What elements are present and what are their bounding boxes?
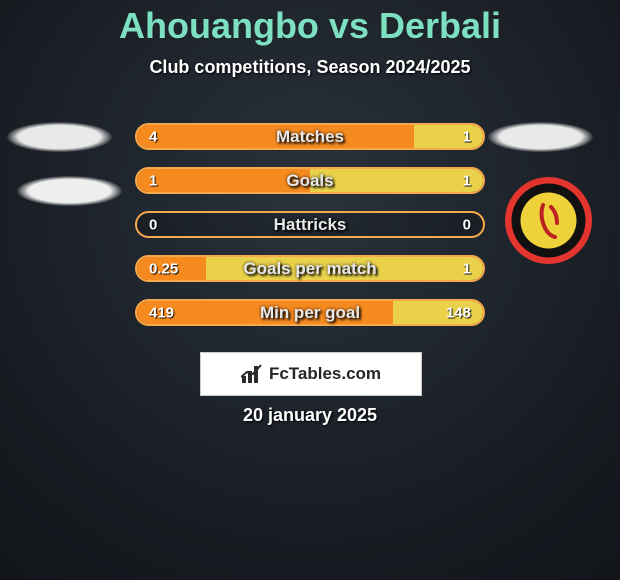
stats-container: Matches 4 1 Goals 1 1 Hattricks 0 0 Goals per mat… [135, 123, 485, 343]
stat-row: Goals per match 0.25 1 [135, 255, 485, 282]
stat-label: Min per goal [260, 303, 360, 323]
stat-value-left: 0 [149, 216, 157, 233]
stat-fill-right [310, 169, 483, 192]
stat-fill-left [137, 169, 310, 192]
stat-value-left: 4 [149, 128, 157, 145]
stat-value-left: 419 [149, 304, 174, 321]
brand-text: FcTables.com [269, 364, 381, 384]
stat-row: Hattricks 0 0 [135, 211, 485, 238]
stat-label: Goals per match [243, 259, 376, 279]
stat-value-right: 1 [463, 260, 471, 277]
player2-club-badge [505, 177, 592, 264]
comparison-subtitle: Club competitions, Season 2024/2025 [0, 57, 620, 78]
stat-row: Goals 1 1 [135, 167, 485, 194]
stat-value-right: 1 [463, 172, 471, 189]
stat-value-right: 148 [446, 304, 471, 321]
stat-value-right: 1 [463, 128, 471, 145]
comparison-title: Ahouangbo vs Derbali [0, 5, 620, 47]
stat-label: Hattricks [274, 215, 347, 235]
bars-icon [241, 364, 263, 384]
stat-row: Min per goal 419 148 [135, 299, 485, 326]
stat-value-left: 0.25 [149, 260, 178, 277]
brand-footer[interactable]: FcTables.com [200, 352, 422, 396]
snapshot-date: 20 january 2025 [0, 405, 620, 426]
stat-value-left: 1 [149, 172, 157, 189]
stat-fill-right [414, 125, 483, 148]
stat-label: Goals [286, 171, 333, 191]
stat-label: Matches [276, 127, 344, 147]
player1-avatar [7, 122, 112, 152]
stat-row: Matches 4 1 [135, 123, 485, 150]
player2-avatar [488, 122, 593, 152]
stat-value-right: 0 [463, 216, 471, 233]
player1-club-avatar [17, 176, 122, 206]
